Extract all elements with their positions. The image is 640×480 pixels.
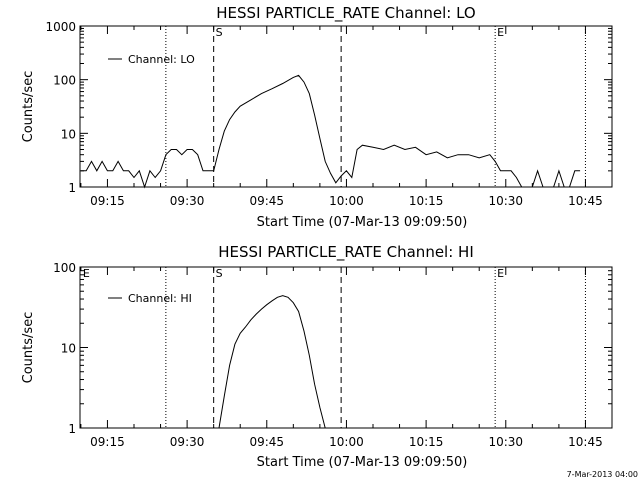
x-tick-label: 09:30 — [170, 435, 205, 449]
y-axis-label: Counts/sec — [21, 312, 36, 384]
y-tick-label: 1 — [68, 181, 76, 195]
event-marker-label: E — [497, 267, 504, 280]
x-tick-label: 10:30 — [488, 194, 523, 208]
panel-lo: HESSI PARTICLE_RATE Channel: LO Counts/se… — [21, 4, 613, 230]
x-tick-label: 10:15 — [409, 435, 444, 449]
chart-title: HESSI PARTICLE_RATE Channel: LO — [216, 4, 475, 23]
y-tick-label: 10 — [61, 127, 76, 141]
x-tick-label: 09:30 — [170, 194, 205, 208]
x-axis-label: Start Time (07-Mar-13 09:09:50) — [257, 215, 468, 230]
plot-frame — [79, 25, 613, 188]
chart-title: HESSI PARTICLE_RATE Channel: HI — [218, 243, 474, 262]
series-line — [80, 74, 581, 189]
event-marker-label: E — [83, 267, 90, 280]
event-marker-label: S — [216, 26, 223, 39]
panel-hi: HESSI PARTICLE_RATE Channel: HI Counts/se… — [21, 243, 613, 470]
x-tick-label: 10:00 — [329, 194, 364, 208]
x-axis-label: Start Time (07-Mar-13 09:09:50) — [257, 455, 468, 470]
legend-entry: Channel: LO — [128, 53, 195, 66]
y-axis-label: Counts/sec — [21, 71, 36, 143]
x-tick-label: 10:30 — [488, 435, 523, 449]
x-tick-label: 10:00 — [329, 435, 364, 449]
event-marker-label: E — [497, 26, 504, 39]
x-tick-label: 09:15 — [90, 435, 125, 449]
legend-entry: Channel: HI — [128, 292, 192, 305]
event-marker-label: S — [216, 267, 223, 280]
series-line — [218, 295, 326, 429]
x-tick-label: 10:45 — [568, 194, 603, 208]
footer-timestamp: 7-Mar-2013 04:00 — [567, 470, 638, 479]
y-tick-label: 1 — [68, 422, 76, 436]
x-tick-label: 10:15 — [409, 194, 444, 208]
x-tick-label: 10:45 — [568, 435, 603, 449]
x-tick-label: 09:45 — [249, 194, 284, 208]
x-tick-label: 09:15 — [90, 194, 125, 208]
y-tick-label: 10 — [61, 342, 76, 356]
y-tick-label: 1000 — [45, 20, 76, 34]
y-tick-label: 100 — [53, 261, 76, 275]
y-tick-label: 100 — [53, 74, 76, 88]
x-tick-label: 09:45 — [249, 435, 284, 449]
